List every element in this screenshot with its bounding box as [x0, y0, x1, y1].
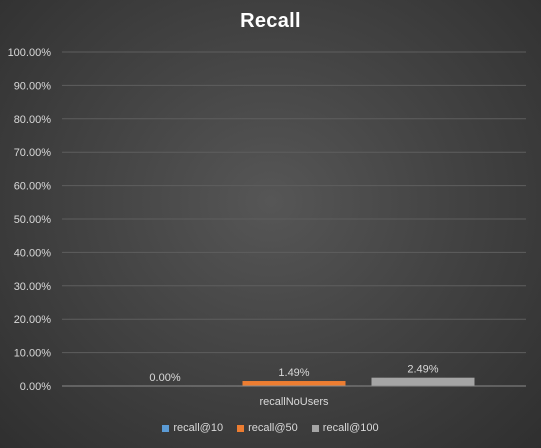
y-tick-label: 20.00%: [14, 314, 52, 326]
y-tick-label: 60.00%: [14, 181, 52, 193]
legend-item: recall@10: [162, 422, 223, 434]
y-tick-label: 0.00%: [20, 381, 51, 393]
x-tick-label: recallNoUsers: [259, 396, 329, 408]
chart-title: Recall: [240, 10, 301, 32]
legend-item: recall@100: [311, 422, 379, 434]
bar-recall-100: [371, 377, 475, 386]
legend-swatch: [162, 424, 170, 432]
y-tick-label: 100.00%: [8, 47, 52, 59]
legend-label: recall@50: [248, 422, 298, 434]
y-tick-label: 10.00%: [14, 348, 52, 360]
data-label: 0.00%: [149, 372, 180, 384]
y-tick-label: 80.00%: [14, 114, 52, 126]
data-label: 1.49%: [278, 367, 309, 379]
y-tick-label: 50.00%: [14, 214, 52, 226]
y-tick-label: 90.00%: [14, 80, 52, 92]
bar-recall-50: [242, 381, 346, 386]
data-label: 2.49%: [407, 364, 438, 376]
legend-label: recall@100: [322, 422, 379, 434]
legend-swatch: [237, 424, 245, 432]
legend-swatch: [311, 424, 319, 432]
y-tick-label: 70.00%: [14, 147, 52, 159]
legend: recall@10 recall@50 recall@100: [0, 422, 541, 434]
legend-label: recall@10: [173, 422, 224, 434]
y-tick-label: 30.00%: [14, 281, 52, 293]
y-tick-label: 40.00%: [14, 247, 52, 259]
legend-item: recall@50: [237, 422, 298, 434]
